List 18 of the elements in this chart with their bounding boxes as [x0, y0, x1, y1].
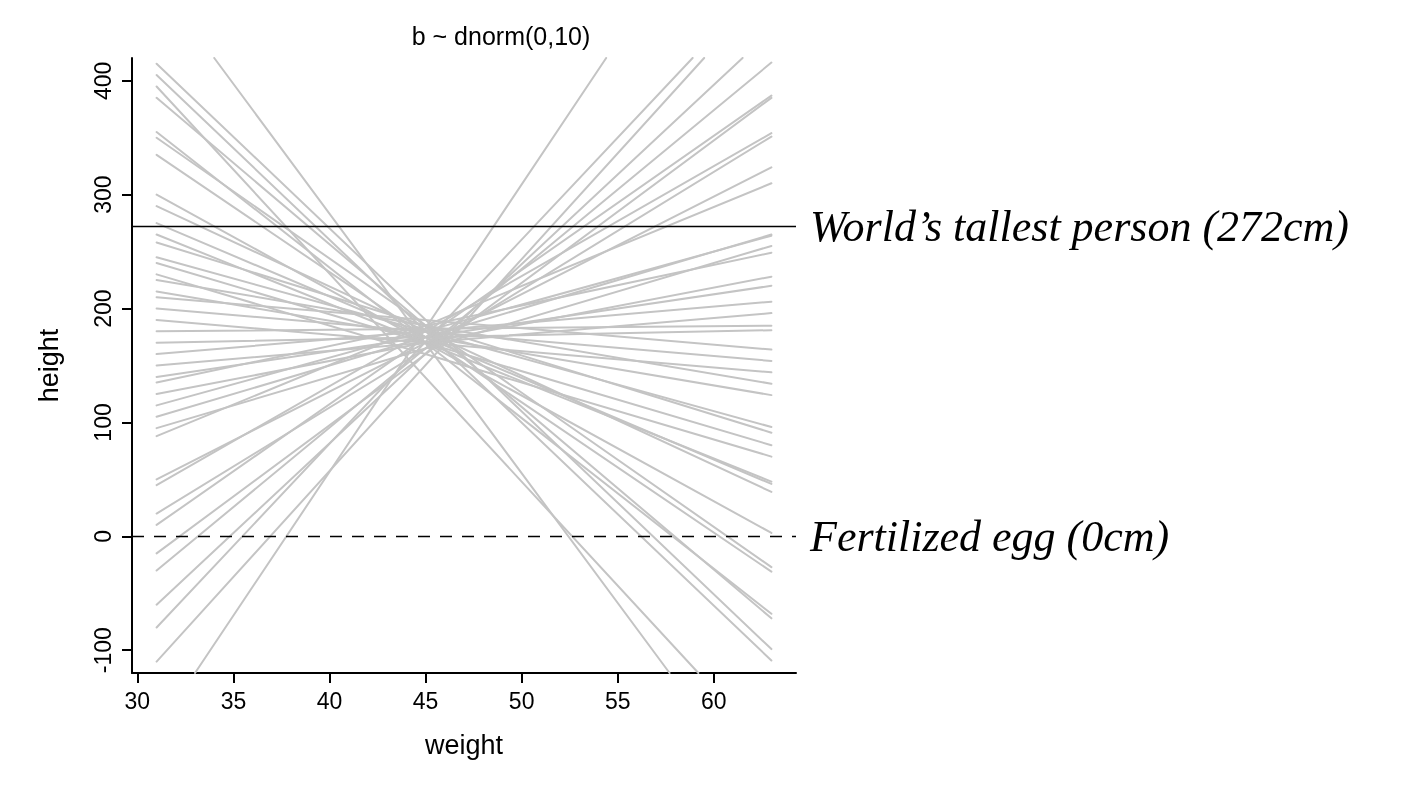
- y-axis-title: height: [33, 328, 64, 403]
- x-tick-label: 55: [604, 687, 631, 714]
- y-tick-label: 300: [89, 175, 116, 214]
- x-axis-title: weight: [423, 729, 504, 760]
- x-tick-label: 40: [316, 687, 343, 714]
- x-tick-label: 60: [700, 687, 727, 714]
- ref-line-label: Fertilized egg (0cm): [809, 511, 1170, 561]
- x-tick-label: 35: [220, 687, 247, 714]
- x-tick-label: 45: [412, 687, 439, 714]
- x-tick-label: 30: [124, 687, 151, 714]
- y-tick-label: 400: [89, 61, 116, 100]
- y-tick-label: 200: [89, 289, 116, 328]
- ref-line-label: World’s tallest person (272cm): [810, 202, 1349, 252]
- y-tick-label: -100: [89, 627, 116, 674]
- chart-title: b ~ dnorm(0,10): [411, 21, 591, 50]
- x-tick-label: 50: [508, 687, 535, 714]
- y-tick-label: 0: [89, 529, 116, 543]
- y-tick-label: 100: [89, 403, 116, 442]
